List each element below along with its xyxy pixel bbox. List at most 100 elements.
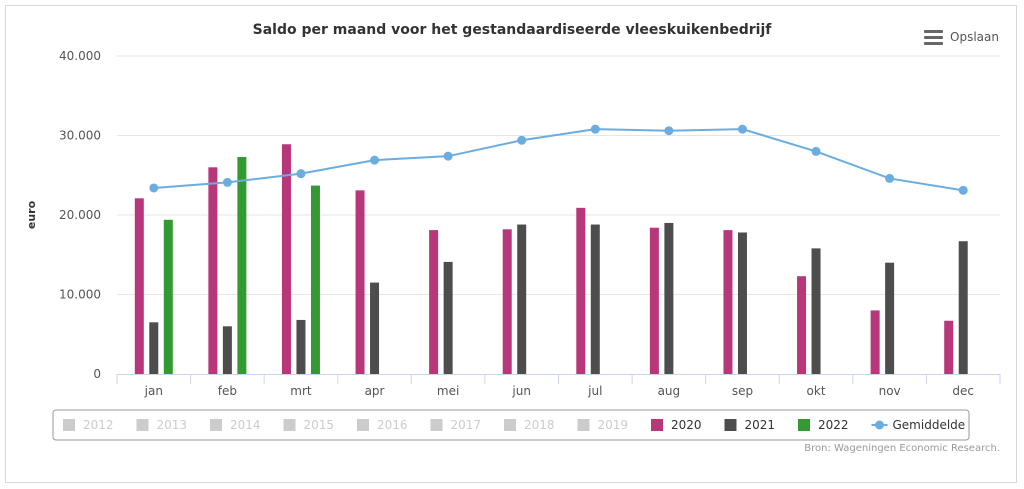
average-point-apr[interactable]: [370, 155, 380, 165]
legend-square-symbol: [430, 419, 443, 431]
x-axis: jan feb mrt apr mei jun jul aug sep okt nov dec: [116, 374, 1001, 398]
bar-2020-okt[interactable]: [797, 276, 807, 374]
bar-2020-dec[interactable]: [944, 320, 954, 374]
legend-item-2020[interactable]: 2020: [651, 418, 702, 432]
legend-marker-symbol: [875, 420, 884, 430]
bar-2020-sep[interactable]: [723, 230, 733, 374]
x-tick-label: dec: [952, 384, 974, 398]
average-point-jul[interactable]: [590, 124, 600, 134]
bar-2022-feb[interactable]: [237, 156, 247, 374]
bar-2021-jan[interactable]: [149, 322, 159, 374]
y-tick-label: 20.000: [59, 208, 101, 222]
average-point-feb[interactable]: [222, 177, 232, 187]
average-point-jun[interactable]: [517, 135, 527, 145]
average-line-series[interactable]: [149, 124, 968, 195]
legend-label[interactable]: 2021: [745, 418, 776, 432]
bar-2021-mei[interactable]: [443, 261, 453, 374]
gridlines: [117, 55, 1000, 295]
legend-square-symbol: [798, 419, 810, 431]
bar-series[interactable]: [134, 144, 968, 374]
legend-item-gemiddelde[interactable]: Gemiddelde: [871, 418, 966, 432]
legend-label[interactable]: 2014: [230, 418, 261, 432]
legend-label[interactable]: 2020: [671, 418, 702, 432]
bar-2021-jun[interactable]: [517, 224, 527, 374]
credit-text: Bron: Wageningen Economic Research.: [804, 443, 1000, 454]
bar-2021-nov[interactable]: [885, 262, 895, 374]
save-label[interactable]: Opslaan: [950, 30, 999, 44]
legend-label[interactable]: 2013: [157, 418, 188, 432]
legend-label[interactable]: 2019: [598, 418, 629, 432]
bar-2020-feb[interactable]: [208, 167, 218, 374]
average-point-mrt[interactable]: [296, 169, 306, 179]
export-menu-button[interactable]: Opslaan: [924, 30, 999, 45]
bar-2020-mrt[interactable]: [281, 144, 291, 374]
bar-2020-jul[interactable]: [576, 207, 586, 374]
bar-2021-aug[interactable]: [664, 222, 674, 374]
x-tick-label: aug: [658, 384, 681, 398]
y-tick-label: 10.000: [59, 288, 101, 302]
x-tick-label: jan: [144, 384, 163, 398]
legend-square-symbol: [651, 419, 663, 431]
legend-square-symbol: [577, 419, 590, 431]
bar-2020-jun[interactable]: [502, 229, 512, 374]
legend-item-2014[interactable]: 2014: [210, 418, 261, 432]
legend: 2012 2013 2014 2015 2016 2017 2018 2019 2020 2021…: [63, 418, 965, 432]
legend-item-2022[interactable]: 2022: [798, 418, 849, 432]
bar-2022-mrt[interactable]: [310, 185, 320, 374]
average-point-jan[interactable]: [149, 183, 159, 193]
average-point-dec[interactable]: [958, 185, 968, 195]
legend-item-2013[interactable]: 2013: [136, 418, 188, 432]
average-point-nov[interactable]: [885, 173, 895, 183]
x-tick-label: okt: [807, 384, 826, 398]
average-point-okt[interactable]: [811, 146, 821, 156]
x-tick-label: mei: [437, 384, 459, 398]
bar-2021-okt[interactable]: [811, 248, 821, 374]
bar-2021-feb[interactable]: [222, 326, 232, 374]
y-axis-label: euro: [25, 200, 38, 229]
y-axis: 0 10.000 20.000 30.000 40.000: [59, 49, 101, 381]
legend-item-2017[interactable]: 2017: [430, 418, 482, 432]
average-point-aug[interactable]: [664, 126, 674, 136]
legend-item-2021[interactable]: 2021: [724, 418, 776, 432]
bar-2020-apr[interactable]: [355, 190, 365, 374]
x-tick-label: jun: [511, 384, 531, 398]
legend-label[interactable]: 2015: [304, 418, 335, 432]
hamburger-menu-icon[interactable]: [924, 30, 943, 45]
bar-2021-dec[interactable]: [958, 241, 968, 374]
legend-item-2019[interactable]: 2019: [577, 418, 629, 432]
average-point-sep[interactable]: [737, 124, 747, 134]
legend-label[interactable]: Gemiddelde: [893, 418, 966, 432]
x-tick-label: nov: [879, 384, 901, 398]
x-tick-label: mrt: [290, 384, 312, 398]
bar-2020-mei[interactable]: [429, 230, 439, 374]
x-tick-label: apr: [365, 384, 385, 398]
legend-square-symbol: [63, 419, 75, 431]
legend-item-2015[interactable]: 2015: [283, 418, 335, 432]
bar-2021-apr[interactable]: [370, 282, 380, 374]
legend-label[interactable]: 2012: [83, 418, 114, 432]
legend-square-symbol: [357, 419, 369, 431]
legend-square-symbol: [504, 419, 516, 431]
average-line: [153, 128, 964, 192]
bar-2022-jan[interactable]: [163, 219, 173, 374]
y-tick-label: 40.000: [59, 49, 101, 63]
bar-2020-jan[interactable]: [134, 198, 144, 374]
bar-2021-jul[interactable]: [590, 224, 600, 374]
legend-label[interactable]: 2016: [377, 418, 408, 432]
bar-2021-sep[interactable]: [737, 232, 747, 374]
bar-2020-nov[interactable]: [870, 310, 880, 374]
x-tick-label: feb: [218, 384, 237, 398]
x-tick-label: jul: [587, 384, 602, 398]
chart-title: Saldo per maand voor het gestandaardisee…: [253, 22, 773, 38]
legend-square-symbol: [724, 419, 737, 431]
legend-square-symbol: [136, 419, 149, 431]
legend-item-2018[interactable]: 2018: [504, 418, 555, 432]
legend-item-2012[interactable]: 2012: [63, 418, 114, 432]
legend-label[interactable]: 2022: [818, 418, 849, 432]
average-point-mei[interactable]: [443, 151, 453, 161]
legend-item-2016[interactable]: 2016: [357, 418, 408, 432]
legend-label[interactable]: 2018: [524, 418, 555, 432]
bar-2021-mrt[interactable]: [296, 319, 306, 374]
bar-2020-aug[interactable]: [649, 227, 659, 374]
legend-label[interactable]: 2017: [451, 418, 482, 432]
